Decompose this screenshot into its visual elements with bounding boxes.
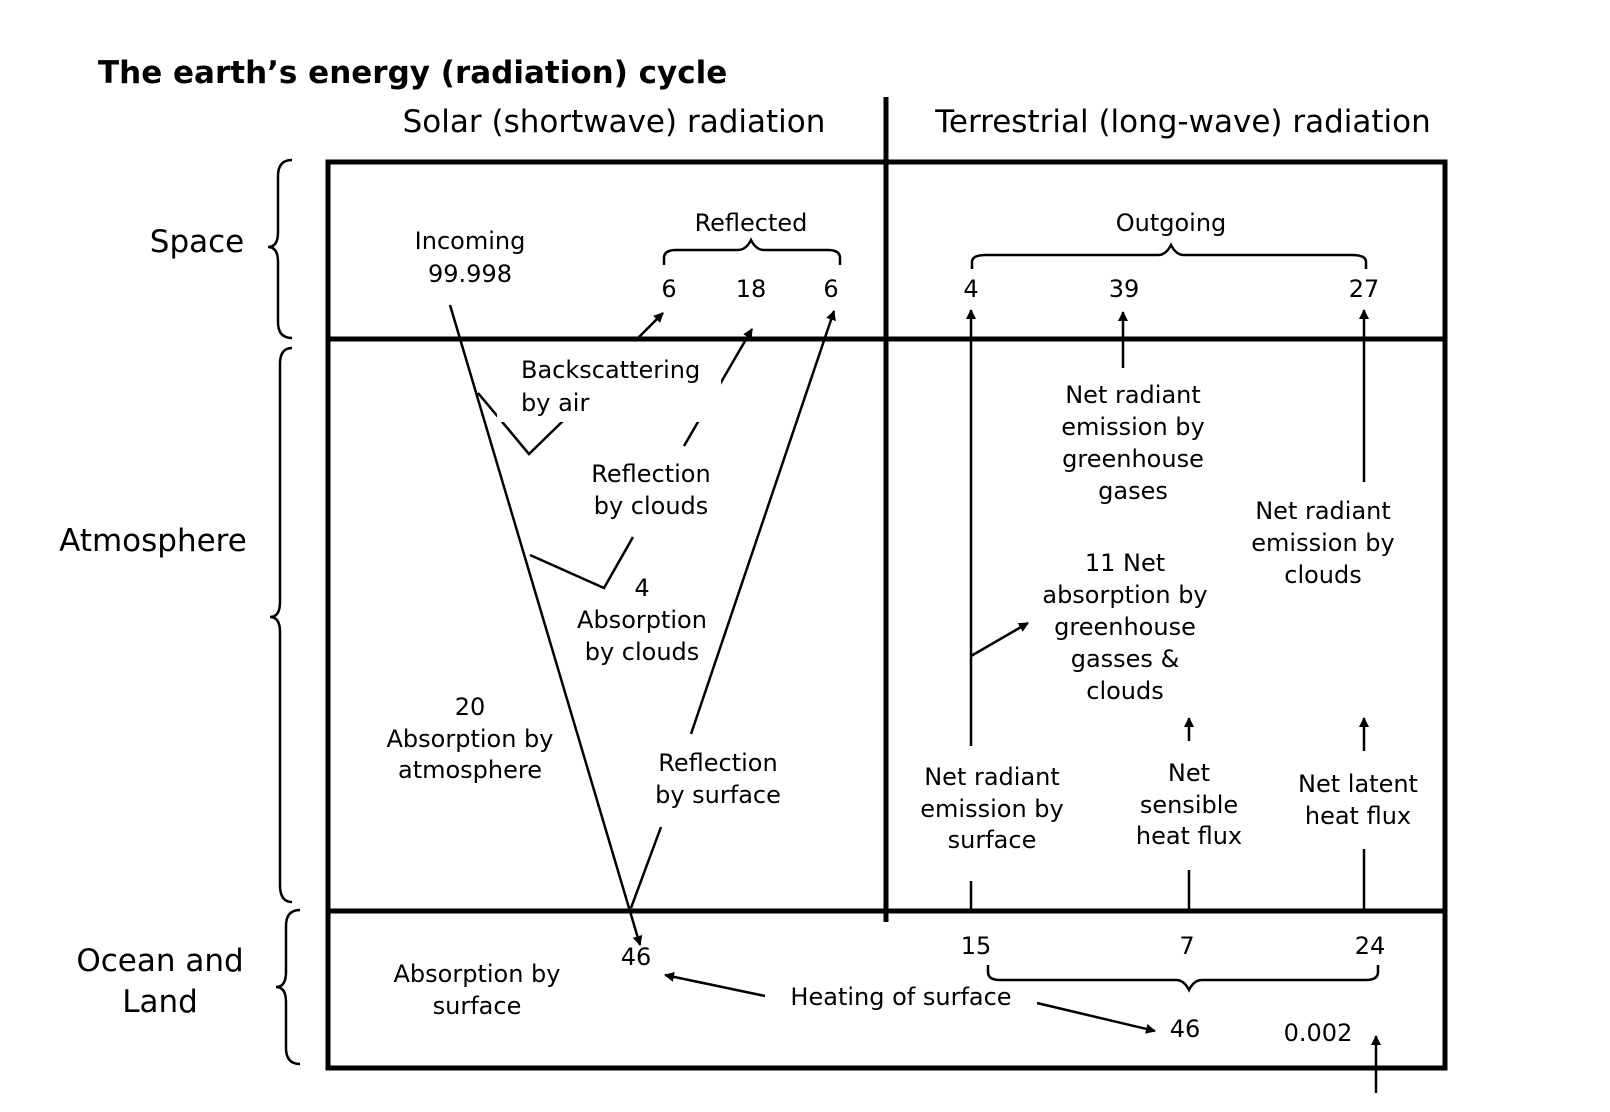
solar-column-header: Solar (shortwave) radiation <box>403 104 826 140</box>
net-absorption-label-line5: clouds <box>1086 677 1164 705</box>
surface-emission-label-line2: emission by <box>920 795 1063 823</box>
reflected-value-air: 6 <box>661 275 676 303</box>
net-absorption-label-line1: 11 Net <box>1085 549 1165 577</box>
heating-surface-label: Heating of surface <box>790 983 1011 1011</box>
reflection-clouds-label-line1: Reflection <box>591 460 710 488</box>
atmosphere-brace <box>269 346 293 904</box>
zone-label-atmosphere: Atmosphere <box>59 523 247 559</box>
greenhouse-emission-label-line4: gases <box>1098 477 1168 505</box>
absorption-clouds-ray <box>529 536 635 590</box>
heating-surface-value: 46 <box>1170 1015 1201 1043</box>
net-absorption-label-line3: greenhouse <box>1054 613 1196 641</box>
geothermal-value: 0.002 <box>1284 1019 1353 1047</box>
outgoing-value-greenhouse: 39 <box>1109 275 1140 303</box>
reflected-label: Reflected <box>695 209 808 237</box>
cloud-emission-label-line1: Net radiant <box>1255 497 1391 525</box>
absorption-atmosphere-label-line1: Absorption by <box>387 725 554 753</box>
absorption-clouds-value: 4 <box>634 574 649 602</box>
surface-value-sensible: 7 <box>1179 932 1194 960</box>
reflection-surface-arrow <box>689 310 836 735</box>
cloud-emission-label-line2: emission by <box>1251 529 1394 557</box>
incoming-label: Incoming <box>415 227 526 255</box>
backscatter-label-bg <box>497 350 721 422</box>
latent-heat-label-line2: heat flux <box>1305 802 1411 830</box>
absorption-atmosphere-label-line2: atmosphere <box>398 756 542 784</box>
cloud-emission-label-line3: clouds <box>1284 561 1362 589</box>
space-brace <box>267 158 293 340</box>
heating-right-arrow <box>1036 1001 1156 1034</box>
zone-label-space: Space <box>150 224 244 260</box>
reflection-clouds-label-line2: by clouds <box>594 492 709 520</box>
greenhouse-emission-label-line3: greenhouse <box>1062 445 1204 473</box>
heating-left-arrow <box>664 971 766 998</box>
absorption-atmosphere-value: 20 <box>455 693 486 721</box>
backscatter-arrow <box>634 312 664 342</box>
surface-brace <box>275 908 301 1066</box>
outgoing-brace <box>970 242 1368 269</box>
reflection-surface-lower-line <box>629 826 663 909</box>
net-absorption-label-line4: gasses & <box>1071 645 1180 673</box>
reflected-brace <box>662 237 842 265</box>
surface-absorption-value: 46 <box>621 943 652 971</box>
net-absorption-label-line2: absorption by <box>1042 581 1207 609</box>
zone-label-ocean-land-line1: Ocean and <box>76 943 243 979</box>
surface-emission-label-line3: surface <box>948 826 1037 854</box>
backscatter-ray <box>477 392 568 456</box>
net-absorption-arrow <box>970 621 1029 658</box>
terrestrial-column-header: Terrestrial (long-wave) radiation <box>934 104 1431 140</box>
reflected-value-clouds: 18 <box>736 275 767 303</box>
sensible-heat-label-line2: sensible <box>1140 791 1238 819</box>
outgoing-value-clouds: 27 <box>1349 275 1380 303</box>
surface-value-latent: 24 <box>1355 932 1386 960</box>
surface-heating-brace <box>986 965 1380 993</box>
zone-label-ocean-land-line2: Land <box>122 984 198 1020</box>
surface-emission-label-line1: Net radiant <box>924 763 1060 791</box>
reflection-surface-label-line1: Reflection <box>658 749 777 777</box>
greenhouse-emission-label-line1: Net radiant <box>1065 381 1201 409</box>
absorption-clouds-label-line1: Absorption <box>577 606 707 634</box>
absorption-surface-label-line1: Absorption by <box>394 960 561 988</box>
latent-heat-label-line1: Net latent <box>1298 770 1418 798</box>
backscattering-label-line2: by air <box>521 389 589 417</box>
diagram-title: The earth’s energy (radiation) cycle <box>98 55 727 91</box>
sensible-heat-label-line3: heat flux <box>1136 822 1242 850</box>
outgoing-value-surface: 4 <box>963 275 978 303</box>
incoming-ray-arrow <box>448 304 643 946</box>
absorption-clouds-label-line2: by clouds <box>585 638 700 666</box>
incoming-value: 99.998 <box>428 260 512 288</box>
reflection-surface-label-line2: by surface <box>655 781 781 809</box>
sensible-heat-label-line1: Net <box>1168 759 1210 787</box>
outgoing-label: Outgoing <box>1116 209 1227 237</box>
absorption-surface-label-line2: surface <box>433 992 522 1020</box>
surface-value-radiant: 15 <box>961 932 992 960</box>
greenhouse-emission-label-line2: emission by <box>1061 413 1204 441</box>
reflected-value-surface: 6 <box>823 275 838 303</box>
backscattering-label-line1: Backscattering <box>521 356 700 384</box>
